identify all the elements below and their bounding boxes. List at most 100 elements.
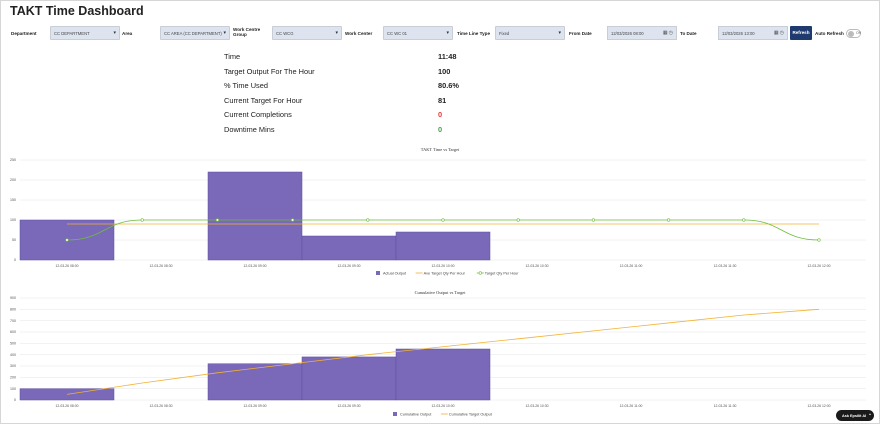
- line-point: [215, 218, 219, 222]
- legend-label: Cumulative Output: [400, 412, 432, 416]
- legend-label: Target Qty Per Hour: [485, 271, 519, 275]
- time-line-type-label: Time Line Type: [457, 31, 491, 36]
- x-tick-label: 12-03-26 10:00: [432, 264, 455, 268]
- x-tick-label: 12-03-26 08:00: [56, 404, 79, 408]
- toggle-knob: [848, 31, 854, 37]
- from-date-input[interactable]: 12/03/2026 08:00 ▦◷: [607, 26, 677, 40]
- time-line-type-select[interactable]: Fixed ▾: [495, 26, 565, 40]
- y-tick-label: 50: [12, 238, 16, 242]
- y-tick-label: 600: [10, 330, 16, 334]
- chevron-down-icon: ▾: [113, 30, 116, 36]
- chevron-down-icon: ▾: [335, 30, 338, 36]
- y-tick-label: 700: [10, 319, 16, 323]
- chevron-down-icon: ▾: [446, 30, 449, 36]
- x-tick-label: 12-03-26 08:30: [150, 264, 173, 268]
- stat-row: % Time Used 80.6%: [222, 79, 482, 93]
- stat-row: Current Completions 0: [222, 108, 482, 122]
- from-date-value: 12/03/2026 08:00: [611, 31, 644, 36]
- line-point: [140, 218, 144, 222]
- calendar-icon[interactable]: ▦◷: [662, 30, 674, 36]
- stat-value: 100: [438, 66, 451, 76]
- refresh-button[interactable]: Refresh: [790, 26, 812, 40]
- stat-label: Downtime Mins: [224, 125, 275, 134]
- line-point: [516, 218, 520, 222]
- stat-value: 81: [438, 95, 447, 105]
- x-tick-label: 12-03-26 08:00: [56, 264, 79, 268]
- cumulative-output-chart: Cumulative Output vs Target 0 100 200 300 400…: [0, 286, 880, 422]
- x-tick-label: 12-03-26 12:00: [808, 404, 831, 408]
- legend-swatch: [393, 412, 397, 416]
- y-tick-label: 100: [10, 218, 16, 222]
- x-tick-label: 12-03-26 10:30: [526, 404, 549, 408]
- page-title: TAKT Time Dashboard: [10, 4, 144, 18]
- chart-title: Cumulative Output vs Target: [415, 290, 467, 295]
- work-center-value: CC WC 01: [387, 31, 408, 36]
- y-tick-label: 200: [10, 376, 16, 380]
- filter-bar: Department CC DEPARTMENT ▾ Area CC AREA …: [8, 24, 874, 44]
- department-label: Department: [11, 31, 37, 36]
- work-center-label: Work Center: [345, 31, 373, 36]
- line-point: [666, 218, 671, 222]
- stat-label: Time: [224, 52, 241, 61]
- auto-refresh-toggle[interactable]: Off: [846, 29, 861, 38]
- bar: [395, 348, 491, 401]
- stat-row: Target Output For The Hour 100: [222, 65, 482, 79]
- y-tick-label: 150: [10, 198, 16, 202]
- y-tick-label: 400: [10, 353, 16, 357]
- chevron-down-icon: ▾: [223, 30, 226, 36]
- area-value: CC AREA (CC DEPARTMENT): [164, 31, 222, 36]
- legend-swatch: [478, 271, 482, 275]
- stat-label: % Time Used: [224, 81, 268, 91]
- x-tick-label: 12-03-26 11:00: [620, 264, 643, 268]
- legend-label: Cumulative Target Output: [449, 412, 493, 416]
- stat-value: 0: [438, 110, 443, 120]
- stat-row: Current Target For Hour 81: [222, 94, 482, 108]
- stat-label: Current Completions: [224, 110, 292, 120]
- x-tick-label: 12-03-26 12:00: [808, 264, 831, 268]
- calendar-icon[interactable]: ▦◷: [773, 30, 785, 36]
- x-tick-label: 12-03-26 09:30: [338, 264, 361, 268]
- area-select[interactable]: CC AREA (CC DEPARTMENT) ▾: [160, 26, 230, 40]
- chevron-down-icon: ▾: [558, 30, 561, 36]
- y-tick-label: 250: [10, 158, 16, 162]
- stat-row: Downtime Mins 0: [222, 123, 482, 137]
- bar: [207, 363, 303, 401]
- to-date-value: 12/03/2026 13:00: [722, 31, 755, 36]
- line-point: [591, 218, 596, 222]
- work-centre-group-select[interactable]: CC WCG ▾: [272, 26, 342, 40]
- to-date-label: To Date: [680, 31, 697, 36]
- work-centre-group-label: Work Centre Group: [233, 27, 261, 37]
- bar: [301, 356, 397, 401]
- stat-row: Time 11:48: [222, 50, 482, 64]
- y-tick-label: 0: [14, 398, 16, 402]
- bar: [395, 231, 491, 261]
- y-tick-label: 0: [14, 258, 16, 262]
- stat-value: 80.6%: [438, 81, 459, 91]
- area-label: Area: [122, 31, 133, 36]
- y-tick-label: 300: [10, 364, 16, 368]
- to-date-input[interactable]: 12/03/2026 13:00 ▦◷: [718, 26, 788, 40]
- x-tick-label: 12-03-26 08:30: [150, 404, 173, 408]
- y-tick-label: 800: [10, 308, 16, 312]
- y-tick-label: 200: [10, 178, 16, 182]
- line-point: [817, 238, 821, 242]
- line-point: [291, 218, 295, 222]
- chart-title: TAKT Time vs Target: [421, 147, 460, 152]
- work-center-select[interactable]: CC WC 01 ▾: [383, 26, 453, 40]
- department-select[interactable]: CC DEPARTMENT ▾: [50, 26, 120, 40]
- stat-label: Target Output For The Hour: [224, 66, 315, 76]
- work-centre-group-value: CC WCG: [276, 31, 294, 36]
- ask-ai-button[interactable]: Ask Epsilit AI ⌃: [836, 410, 874, 421]
- series-line: [66, 308, 820, 395]
- x-tick-label: 12-03-26 11:00: [620, 404, 643, 408]
- auto-refresh-label: Auto Refresh: [815, 31, 844, 36]
- x-tick-label: 12-03-26 10:00: [432, 404, 455, 408]
- cumulative-output-chart-svg: Cumulative Output vs Target 0 100 200 300 400…: [10, 290, 866, 416]
- from-date-label: From Date: [569, 31, 592, 36]
- bar: [19, 388, 115, 401]
- auto-refresh-state: Off: [856, 31, 861, 35]
- stat-value: 0: [438, 125, 443, 134]
- takt-time-chart-svg: TAKT Time vs Target 0 50 100 150 200 250 12-03-…: [10, 147, 866, 275]
- time-line-type-value: Fixed: [499, 31, 510, 36]
- stat-value: 11:48: [438, 52, 457, 61]
